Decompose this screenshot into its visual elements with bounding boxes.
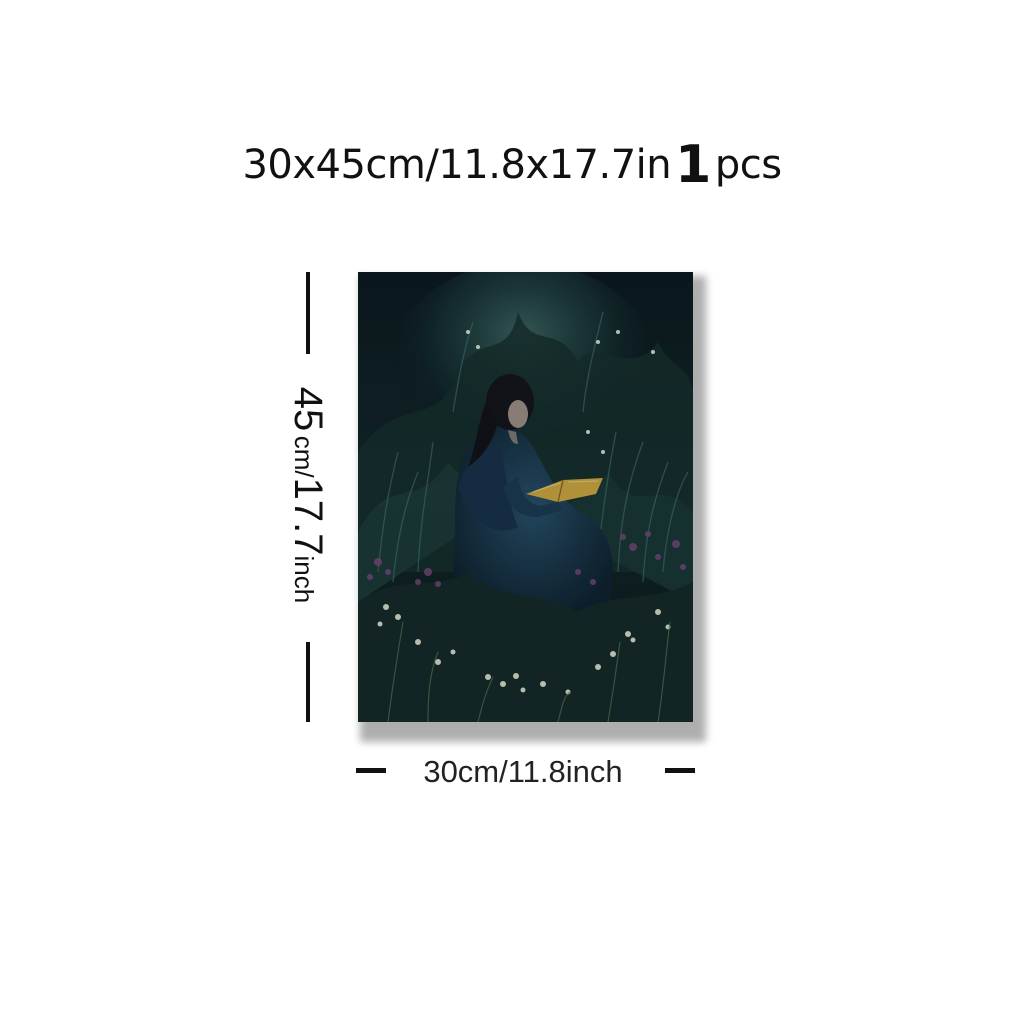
height-number: 45 — [286, 386, 330, 432]
width-dimension-line-left — [356, 768, 386, 773]
size-text: 30x45cm/11.8x17.7in — [242, 142, 672, 188]
quantity-number: 1 — [675, 135, 711, 195]
height-dimension-line-top — [306, 272, 310, 354]
height-dimension-line-bottom — [306, 642, 310, 722]
quantity-unit: pcs — [714, 142, 782, 188]
product-size-headline: 30x45cm/11.8x17.7in1 pcs — [0, 138, 1024, 192]
width-dimension-label: 30cm/11.8inch — [423, 754, 623, 789]
height-dimension-label: 45 cm/17.7inch — [286, 386, 330, 604]
painting-artwork — [358, 272, 693, 722]
height-inch: inch — [289, 555, 319, 604]
width-dimension-line-right — [665, 768, 695, 773]
height-unit: cm/ — [289, 435, 319, 478]
height-imperial: 17.7 — [286, 477, 330, 556]
painting-canvas — [358, 272, 693, 722]
